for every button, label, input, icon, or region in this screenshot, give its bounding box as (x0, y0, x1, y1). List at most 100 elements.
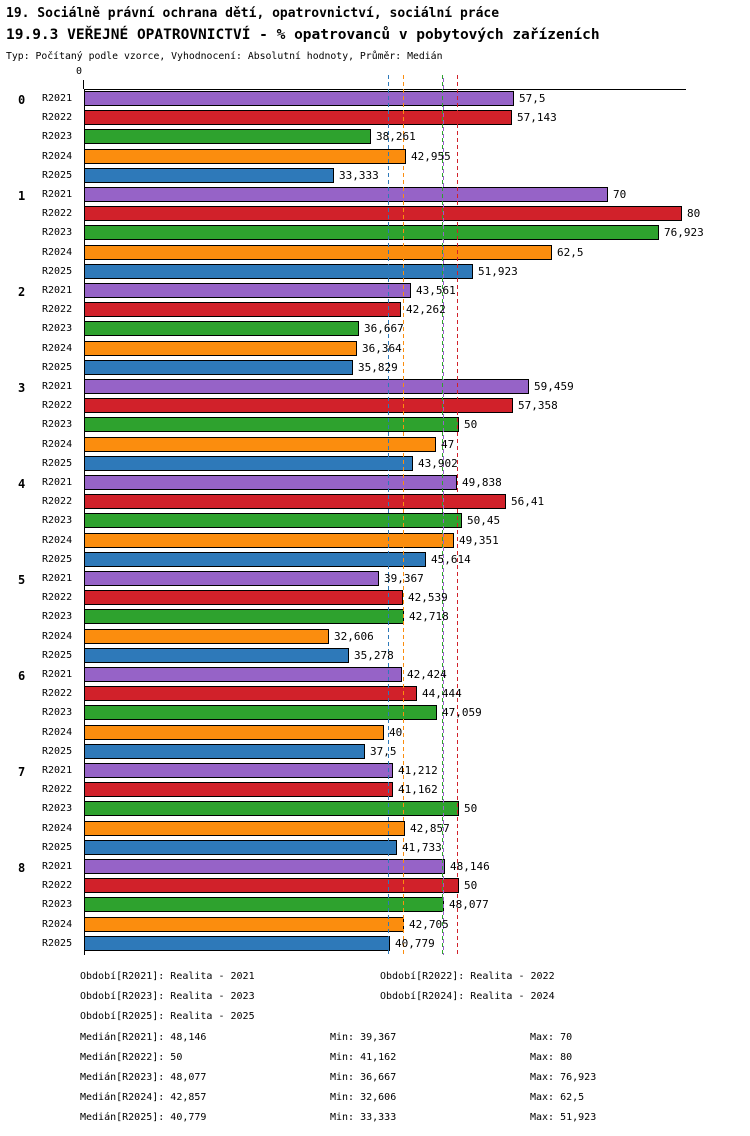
bar-row: R2024 49,351 (0, 532, 750, 552)
year-label: R2024 (42, 534, 73, 546)
bar-value-label: 49,351 (459, 533, 499, 547)
bar-row: R2025 41,733 (0, 839, 750, 859)
year-label: R2025 (42, 457, 73, 469)
bar-R2024 (84, 532, 454, 548)
group-label: 6 (18, 669, 26, 683)
year-label: R2021 (42, 93, 73, 104)
bar-value-label: 50 (464, 418, 478, 432)
bar-value-label: 42,705 (409, 917, 449, 931)
bar-value-label: 35,829 (358, 360, 398, 374)
bar-group-2: 2 R2021 43,561 R2022 42,262 R2023 36,667 R2024 3… (0, 283, 750, 379)
bar-row: R2024 32,606 (0, 628, 750, 648)
year-label: R2022 (42, 880, 73, 892)
bar-row: R2025 45,614 (0, 551, 750, 571)
year-label: R2023 (42, 899, 73, 911)
bar-value-label: 70 (613, 188, 627, 201)
bar-group-7: 7 R2021 41,212 R2022 41,162 R2023 50 R2024 42,85… (0, 763, 750, 859)
bar-value-label: 38,261 (376, 130, 416, 144)
year-label: R2022 (42, 112, 73, 124)
bar-R2021 (84, 283, 411, 298)
year-label: R2025 (42, 361, 73, 373)
bar-R2023 (84, 705, 437, 721)
bar-row: R2023 47,059 (0, 705, 750, 724)
bar-R2025 (84, 359, 353, 375)
bar-R2021 (84, 91, 514, 106)
bar-R2024 (84, 628, 329, 644)
bar-value-label: 42,857 (410, 821, 450, 835)
bar-R2021 (84, 763, 393, 778)
bar-value-label: 45,614 (431, 552, 471, 566)
bar-R2025 (84, 839, 397, 855)
report-subtitle: Typ: Počítaný podle vzorce, Vyhodnocení:… (6, 51, 443, 62)
bar-value-label: 44,444 (422, 687, 462, 701)
bar-value-label: 36,364 (362, 341, 402, 355)
year-label: R2021 (42, 765, 73, 776)
bar-row: R2024 42,705 (0, 916, 750, 936)
bar-R2025 (84, 455, 413, 471)
bar-R2021 (84, 187, 608, 202)
bar-row: R2022 42,262 (0, 302, 750, 321)
bar-value-label: 36,667 (364, 322, 404, 336)
stat-max: Max: 62,5 (530, 1092, 585, 1103)
bar-R2024 (84, 244, 552, 260)
bar-R2022 (84, 110, 512, 126)
bar-group-6: 6 R2021 42,424 R2022 44,444 R2023 47,059 R2024 4… (0, 667, 750, 763)
bar-value-label: 57,358 (518, 399, 558, 413)
bar-row: R2025 40,779 (0, 935, 750, 955)
bar-value-label: 40,779 (395, 936, 435, 950)
bar-row: R2023 50 (0, 801, 750, 820)
bar-row: R2025 35,829 (0, 359, 750, 379)
bar-R2022 (84, 782, 393, 798)
year-label: R2025 (42, 649, 73, 661)
group-label: 0 (18, 93, 26, 107)
year-label: R2024 (42, 918, 73, 930)
report-title-line2: 19.9.3 VEŘEJNÉ OPATROVNICTVÍ - % opatrov… (6, 27, 600, 43)
bar-row: R2021 59,459 (0, 379, 750, 398)
stat-min: Min: 33,333 (330, 1112, 397, 1123)
bar-value-label: 62,5 (557, 245, 584, 259)
bar-row: R2024 36,364 (0, 340, 750, 360)
bar-R2022 (84, 302, 401, 318)
year-label: R2023 (42, 227, 73, 239)
bar-R2022 (84, 686, 417, 702)
legend-item: Období[R2022]: Realita - 2022 (380, 971, 555, 982)
bar-row: R2021 48,146 (0, 859, 750, 878)
bar-value-label: 33,333 (339, 168, 379, 182)
bar-row: R2023 36,667 (0, 321, 750, 340)
bar-value-label: 47 (441, 437, 455, 451)
year-label: R2024 (42, 822, 73, 834)
bar-value-label: 50,45 (467, 514, 501, 528)
bar-group-3: 3 R2021 59,459 R2022 57,358 R2023 50 R2024 47 R20… (0, 379, 750, 475)
bar-value-label: 42,262 (406, 303, 446, 317)
stat-min: Min: 41,162 (330, 1052, 397, 1063)
bar-R2021 (84, 571, 379, 586)
bar-R2021 (84, 475, 457, 490)
bar-R2022 (84, 398, 513, 414)
bar-row: R2022 57,143 (0, 110, 750, 129)
bar-R2023 (84, 129, 371, 145)
bar-R2023 (84, 513, 462, 529)
bar-value-label: 48,077 (449, 898, 489, 912)
bar-R2023 (84, 609, 404, 625)
bar-row: R2021 41,212 (0, 763, 750, 782)
bar-value-label: 42,539 (408, 591, 448, 605)
legend-item: Období[R2023]: Realita - 2023 (80, 991, 255, 1002)
stat-max: Max: 51,923 (530, 1112, 597, 1123)
median-line-R2025 (388, 75, 389, 955)
legend-item: Období[R2021]: Realita - 2021 (80, 971, 255, 982)
bar-R2021 (84, 667, 402, 682)
bar-value-label: 47,059 (442, 706, 482, 720)
bar-row: R2022 56,41 (0, 494, 750, 513)
bar-R2023 (84, 225, 659, 241)
stat-median: Medián[R2024]: 42,857 (80, 1092, 207, 1103)
stat-median: Medián[R2025]: 40,779 (80, 1112, 207, 1123)
bar-row: R2024 47 (0, 436, 750, 456)
bar-value-label: 51,923 (478, 264, 518, 278)
year-label: R2025 (42, 937, 73, 949)
stat-min: Min: 39,367 (330, 1032, 397, 1043)
bar-value-label: 57,5 (519, 92, 546, 105)
bar-value-label: 50 (464, 802, 478, 816)
bar-R2025 (84, 647, 349, 663)
group-label: 7 (18, 765, 26, 779)
